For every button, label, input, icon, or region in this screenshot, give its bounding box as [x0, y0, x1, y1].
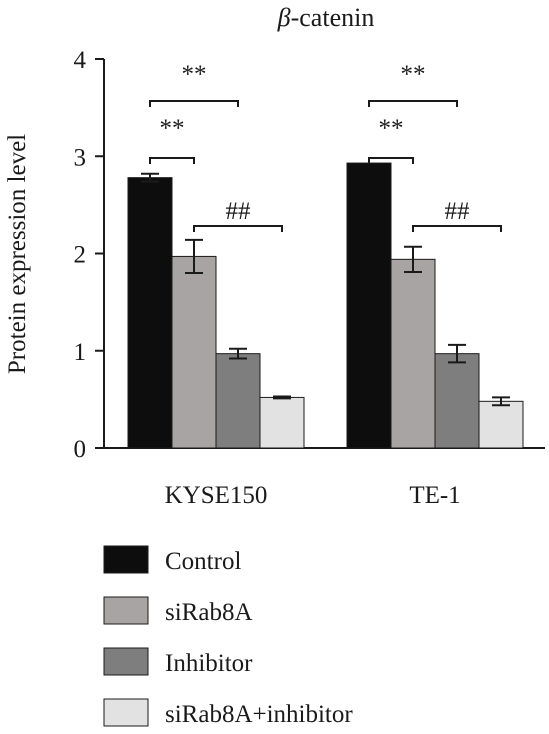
- x-axis: KYSE150 TE-1: [104, 447, 545, 509]
- bar: [346, 162, 392, 449]
- legend-swatch: [103, 647, 149, 676]
- significance-label: ##: [445, 198, 471, 225]
- chart-title-italic: β: [277, 3, 291, 32]
- y-tick-label: 0: [74, 436, 87, 463]
- y-tick-label: 1: [74, 339, 87, 366]
- significance-label: **: [182, 61, 207, 88]
- legend-label: Control: [165, 548, 241, 575]
- bar: [171, 255, 217, 449]
- significance-label: **: [160, 115, 185, 142]
- y-tick-label: 3: [74, 144, 87, 171]
- significance-layer: ** ** ## ** ** ##: [149, 61, 502, 232]
- legend-swatch: [103, 698, 149, 727]
- y-axis-label: Protein expression level: [4, 134, 31, 374]
- significance-label: **: [401, 61, 426, 88]
- bar: [259, 396, 305, 449]
- bar: [127, 177, 173, 449]
- significance-bracket: [149, 157, 195, 164]
- y-tick-label: 2: [74, 242, 87, 269]
- legend-label: siRab8A: [165, 599, 253, 626]
- legend-swatch: [103, 545, 149, 574]
- significance-label: **: [379, 115, 404, 142]
- significance-label: ##: [226, 198, 252, 225]
- legend-label: Inhibitor: [165, 650, 253, 677]
- legend: Control siRab8A Inhibitor siRab8A+inhibitor: [103, 545, 353, 728]
- y-tick-label: 4: [74, 47, 87, 74]
- bar: [434, 353, 480, 449]
- chart-title: β-catenin: [277, 3, 375, 32]
- significance-bracket: [412, 225, 502, 232]
- y-axis: 0 1 2 3 4: [74, 47, 105, 463]
- significance-bracket: [368, 100, 458, 107]
- bar: [215, 353, 261, 449]
- x-tick-label: TE-1: [409, 482, 460, 509]
- significance-bracket: [149, 100, 239, 107]
- x-tick-label: KYSE150: [165, 482, 268, 509]
- legend-label: siRab8A+inhibitor: [165, 701, 353, 728]
- bar: [478, 400, 524, 449]
- significance-bracket: [368, 157, 414, 164]
- bar: [390, 258, 436, 449]
- chart-title-rest: -catenin: [291, 3, 375, 32]
- bars-layer: [127, 162, 524, 449]
- significance-bracket: [193, 225, 283, 232]
- legend-swatch: [103, 596, 149, 625]
